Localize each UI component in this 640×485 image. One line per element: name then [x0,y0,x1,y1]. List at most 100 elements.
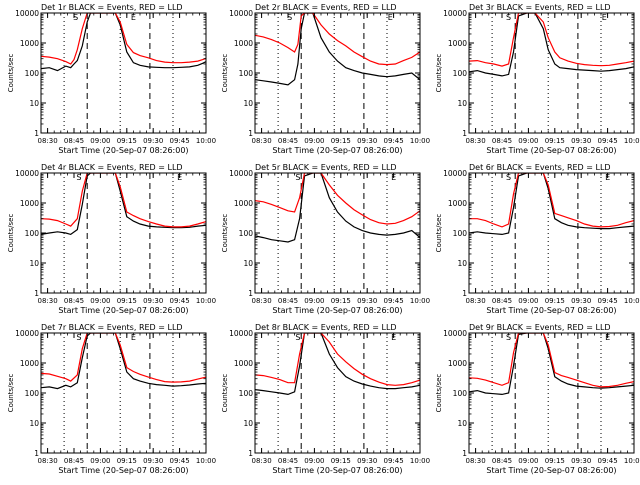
y-tick-label: 1000 [234,359,253,368]
y-tick-label: 10 [29,419,39,428]
series-line-lld [41,173,206,228]
series-group [469,173,634,236]
series-group [41,13,206,72]
y-tick-label: 100 [239,69,254,78]
x-axis-label: Start Time (20-Sep-07 08:26:00) [272,466,402,475]
y-tick-label: 1 [34,129,39,138]
series-line-lld [469,173,634,228]
series-line-lld [255,333,420,386]
y-tick-label: 10000 [15,9,39,18]
y-tick-label: 1 [34,449,39,458]
x-tick-label: 09:30 [571,137,591,145]
x-tick-label: 10:00 [196,137,216,145]
x-tick-label: 09:15 [331,457,351,465]
start-marker-label: S [287,13,292,22]
x-tick-label: 08:45 [492,297,512,305]
y-tick-label: 1000 [234,199,253,208]
y-axis-label: Counts/sec [435,54,443,93]
y-tick-label: 100 [453,229,468,238]
y-tick-label: 1 [248,289,253,298]
detector-panel-6: Det 6r BLACK = Events, RED = LLDSE110100… [435,163,640,315]
x-tick-label: 09:15 [331,137,351,145]
end-marker-label: E [131,333,136,342]
y-axis-label: Counts/sec [221,214,229,253]
x-axis-label: Start Time (20-Sep-07 08:26:00) [486,466,616,475]
y-axis-label: Counts/sec [7,214,15,253]
x-tick-label: 08:45 [492,137,512,145]
x-tick-label: 09:45 [384,297,404,305]
y-tick-label: 1 [462,129,467,138]
detector-panel-8: Det 8r BLACK = Events, RED = LLDSE110100… [221,323,430,475]
series-group [41,173,206,236]
x-axis-label: Start Time (20-Sep-07 08:26:00) [272,146,402,155]
x-axis-label: Start Time (20-Sep-07 08:26:00) [272,306,402,315]
y-tick-label: 1 [248,449,253,458]
x-tick-label: 09:15 [545,457,565,465]
x-tick-label: 08:45 [278,457,298,465]
y-axis-label: Counts/sec [7,374,15,413]
end-marker-label: E [131,13,136,22]
x-axis-label: Start Time (20-Sep-07 08:26:00) [486,146,616,155]
series-line-events [41,333,206,390]
series-line-events [469,173,634,236]
y-tick-label: 100 [25,69,40,78]
x-tick-label: 09:45 [170,137,190,145]
x-tick-label: 10:00 [624,457,640,465]
x-tick-label: 08:45 [64,457,84,465]
series-line-lld [255,13,420,66]
panel-title: Det 8r BLACK = Events, RED = LLD [255,323,397,332]
x-tick-label: 10:00 [410,297,430,305]
x-tick-label: 09:45 [170,457,190,465]
series-line-events [255,173,420,243]
y-tick-label: 10000 [229,9,253,18]
x-tick-label: 09:30 [357,137,377,145]
y-tick-label: 10000 [443,329,467,338]
x-tick-label: 09:00 [90,297,110,305]
y-tick-label: 1000 [448,359,467,368]
series-line-lld [41,333,206,383]
start-marker-label: S [76,173,81,182]
start-marker-label: S [506,13,511,22]
x-tick-label: 09:30 [143,137,163,145]
x-tick-label: 09:00 [518,297,538,305]
x-tick-label: 09:15 [545,137,565,145]
y-tick-label: 100 [453,389,468,398]
y-tick-label: 1000 [234,39,253,48]
y-tick-label: 10000 [15,329,39,338]
x-tick-label: 10:00 [410,137,430,145]
y-tick-label: 10 [457,419,467,428]
series-line-lld [469,333,634,388]
panel-title: Det 1r BLACK = Events, RED = LLD [41,3,183,12]
y-tick-label: 10000 [443,9,467,18]
start-marker-label: S [73,13,78,22]
y-tick-label: 10 [243,419,253,428]
x-tick-label: 08:45 [492,457,512,465]
detector-panel-5: Det 5r BLACK = Events, RED = LLDSE110100… [221,163,430,315]
series-line-lld [41,13,206,65]
y-tick-label: 10 [243,259,253,268]
x-axis-label: Start Time (20-Sep-07 08:26:00) [58,466,188,475]
series-line-lld [469,13,634,67]
start-marker-label: S [76,333,81,342]
y-tick-label: 1 [462,289,467,298]
x-tick-label: 08:30 [252,137,272,145]
x-tick-label: 08:30 [252,457,272,465]
x-tick-label: 08:45 [278,297,298,305]
y-tick-label: 1000 [448,199,467,208]
x-axis-label: Start Time (20-Sep-07 08:26:00) [58,306,188,315]
x-tick-label: 09:30 [571,297,591,305]
y-tick-label: 1000 [20,39,39,48]
x-axis-label: Start Time (20-Sep-07 08:26:00) [486,306,616,315]
y-tick-label: 1 [248,129,253,138]
start-marker-label: S [506,333,511,342]
x-tick-label: 09:15 [117,457,137,465]
y-tick-label: 100 [25,389,40,398]
series-line-events [469,13,634,77]
series-group [469,333,634,396]
